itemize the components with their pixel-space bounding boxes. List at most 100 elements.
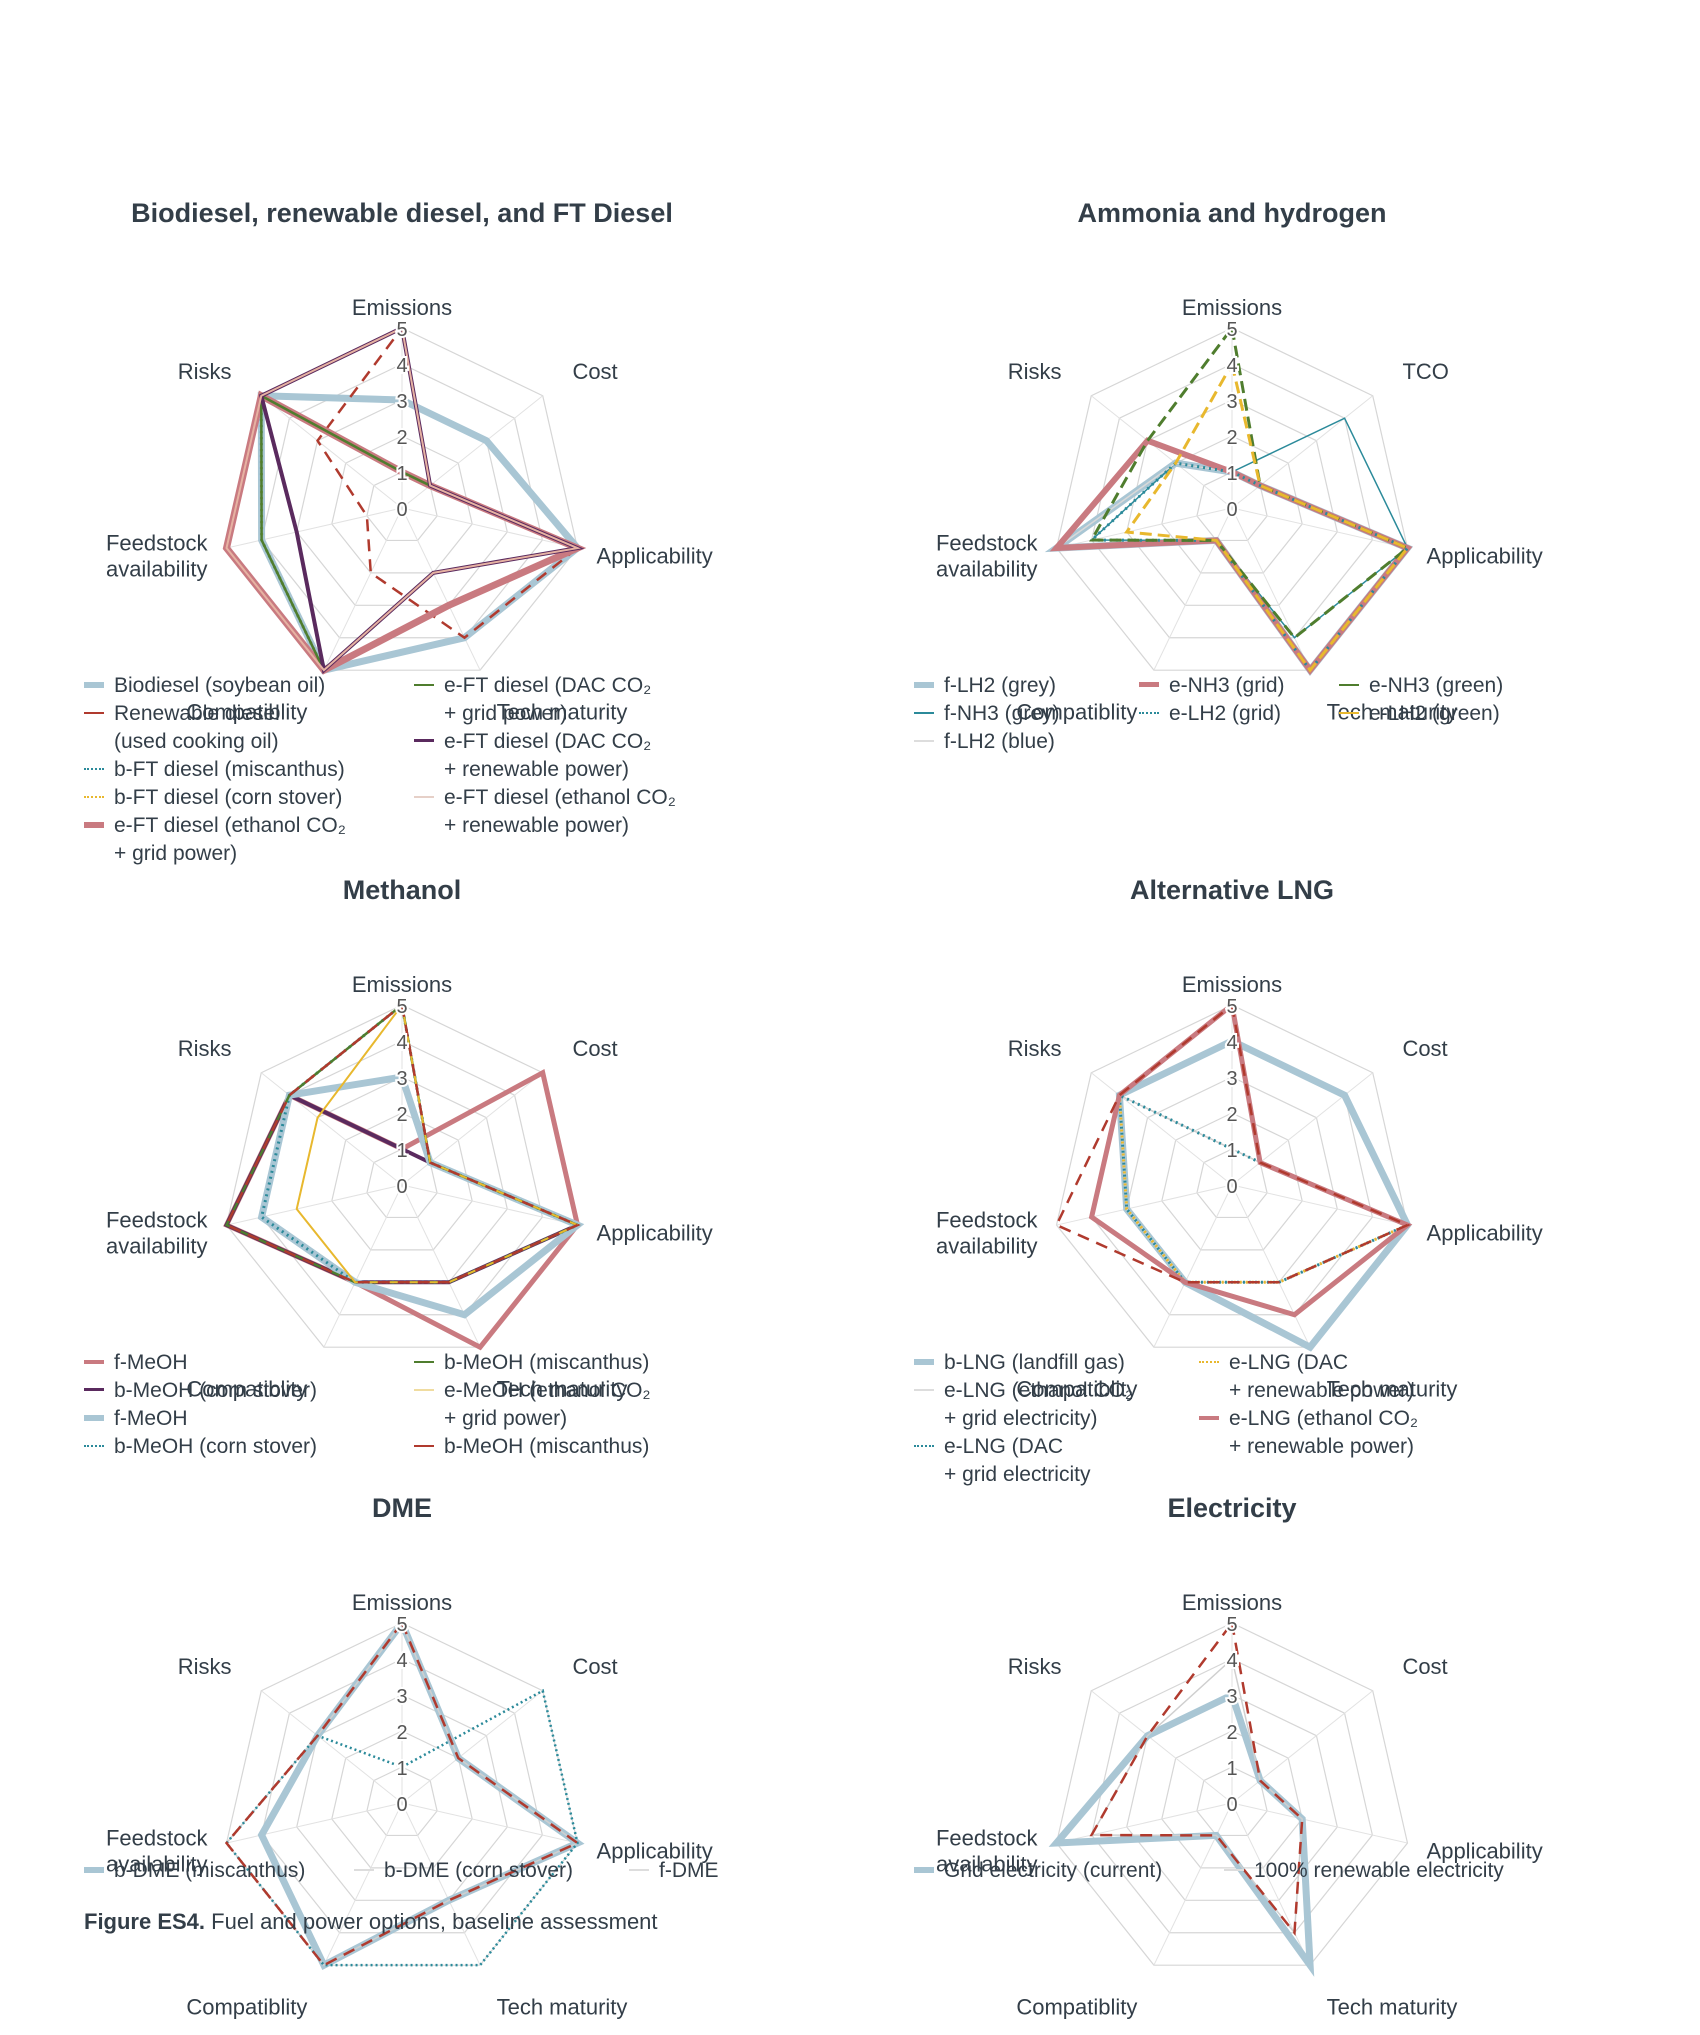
legend-column: Biodiesel (soybean oil) Renewable diesel … — [84, 672, 346, 868]
axis-spoke — [260, 395, 403, 509]
axis-label-compatiblity: Compatiblity — [1016, 1376, 1137, 1401]
legend-swatch — [914, 712, 934, 714]
axis-spoke — [323, 1184, 403, 1348]
legend-swatch — [1199, 1361, 1219, 1363]
legend-label: e-NH3 (grid) — [1169, 674, 1285, 697]
legend-swatch — [914, 740, 934, 742]
figure-caption: Figure ES4. Fuel and power options, base… — [84, 1909, 658, 1935]
series-line-b-meoh-miscanthus — [224, 1002, 581, 1284]
axis-label-applicability: Applicability — [597, 1839, 713, 1864]
legend-column: f-MeOH b-MeOH (corn stover) f-MeOH b-MeOH (… — [84, 1349, 317, 1461]
axis-spoke — [1231, 1184, 1408, 1226]
axis-spoke — [1231, 507, 1311, 671]
legend-label: f-LH2 (grey) — [944, 674, 1057, 697]
legend-item: Grid electricity (current) — [914, 1857, 1162, 1885]
figure-caption-label: Figure ES4. — [84, 1909, 206, 1934]
grid-ring — [1055, 327, 1409, 671]
axis-label-tco: TCO — [1402, 359, 1448, 384]
legend-swatch — [1139, 682, 1159, 687]
legend-item: e-FT diesel (DAC CO₂ + renewable power) — [414, 728, 676, 784]
legend-label: e-LNG (DAC + grid electricity — [944, 1435, 1091, 1486]
tick-label: 5 — [1226, 319, 1237, 341]
tick-label: 5 — [396, 319, 407, 341]
axis-label-risks: Risks — [178, 1654, 232, 1679]
axis-label-feedstock-availability: Feedstock availability — [936, 531, 1038, 582]
legend-label: e-FT diesel (ethanol CO₂ + grid power) — [114, 814, 346, 865]
chart-title: Biodiesel, renewable diesel, and FT Dies… — [131, 198, 673, 228]
chart-legend: f-LH2 (grey) f-NH3 (grey) f-LH2 (blue) e-NH… — [914, 672, 1634, 832]
grid-ring — [1090, 363, 1374, 639]
series-line-e-ft-diesel-ethanol-co2-renewable-power — [225, 326, 582, 672]
legend-item: e-LNG (ethanol CO₂ + grid electricity) — [914, 1377, 1133, 1433]
tick-label: 0 — [1226, 1176, 1237, 1198]
legend-item: f-MeOH — [84, 1349, 317, 1377]
legend-column: f-DME — [629, 1857, 719, 1885]
axis-spoke — [401, 1690, 544, 1804]
legend-label: b-MeOH (miscanthus) — [444, 1351, 650, 1374]
tick-label: 4 — [396, 1032, 407, 1054]
legend-swatch — [84, 1867, 104, 1873]
grid-ring — [1161, 435, 1303, 574]
axis-label-feedstock-availability: Feedstock availability — [936, 1208, 1038, 1259]
tick-label: 2 — [396, 427, 407, 449]
axis-label-compatiblity: Compatiblity — [186, 1376, 307, 1401]
axis-label-tech-maturity: Tech maturity — [497, 1376, 628, 1401]
legend-item: e-MeOH (ethanol CO₂ + grid power) — [414, 1377, 651, 1433]
tick-label: 1 — [396, 1140, 407, 1162]
axis-spoke — [401, 507, 481, 671]
legend-swatch — [914, 1867, 934, 1873]
legend-item: e-NH3 (grid) — [1139, 672, 1285, 700]
legend-item: f-MeOH — [84, 1405, 317, 1433]
axis-label-compatiblity: Compatiblity — [186, 699, 307, 724]
legend-column: b-DME (miscanthus) — [84, 1857, 305, 1885]
grid-ring — [1055, 1622, 1409, 1966]
tick-label: 2 — [1226, 427, 1237, 449]
legend-swatch — [914, 1445, 934, 1447]
grid-ring — [331, 1112, 473, 1251]
legend-swatch — [84, 1360, 104, 1364]
tick-label: 0 — [1226, 1794, 1237, 1816]
legend-item: e-FT diesel (ethanol CO₂ + renewable pow… — [414, 784, 676, 840]
legend-column: e-NH3 (green) e-LH2 (green) — [1339, 672, 1503, 728]
legend-item: Renewable diesel (used cooking oil) — [84, 700, 346, 756]
legend-item: f-DME — [629, 1857, 719, 1885]
tick-label: 3 — [1226, 391, 1237, 413]
axis-spoke — [323, 1802, 403, 1966]
axis-spoke — [1056, 1184, 1233, 1226]
series-line-b-lng-landfill-gas — [1115, 1037, 1412, 1352]
legend-label: b-FT diesel (miscanthus) — [114, 758, 345, 781]
legend-label: e-FT diesel (DAC CO₂ + renewable power) — [444, 730, 652, 781]
legend-label: f-LH2 (blue) — [944, 730, 1055, 753]
legend-swatch — [84, 1445, 104, 1447]
series-line-overlay-3 — [224, 1620, 580, 1967]
axis-spoke — [226, 1802, 403, 1844]
legend-item: b-MeOH (miscanthus) — [414, 1433, 651, 1461]
chart-legend: Biodiesel (soybean oil) Renewable diesel … — [84, 672, 804, 865]
legend-label: Grid electricity (current) — [944, 1859, 1163, 1882]
tick-label: 2 — [1226, 1722, 1237, 1744]
chart-title: Alternative LNG — [1129, 875, 1335, 905]
axis-spoke — [1231, 395, 1374, 509]
axis-spoke — [226, 507, 403, 549]
axis-spoke — [1153, 1184, 1233, 1348]
legend-item: f-NH3 (grey) — [914, 700, 1060, 728]
tick-label: 4 — [1226, 1032, 1237, 1054]
chart-legend: b-LNG (landfill gas) e-LNG (ethanol CO₂ +… — [914, 1349, 1634, 1509]
axis-label-cost: Cost — [572, 1654, 617, 1679]
grid-ring — [296, 399, 508, 606]
legend-swatch — [1139, 712, 1159, 714]
axis-label-feedstock-availability: Feedstock availability — [106, 531, 208, 582]
legend-label: Biodiesel (soybean oil) — [114, 674, 326, 697]
grid-ring — [1055, 1004, 1409, 1348]
legend-item: b-DME (corn stover) — [354, 1857, 573, 1885]
legend-swatch — [84, 682, 104, 688]
grid-ring — [1196, 1148, 1268, 1219]
tick-label: 5 — [396, 1614, 407, 1636]
legend-swatch — [84, 712, 104, 714]
chart-title: DME — [372, 1493, 432, 1523]
legend-item: b-FT diesel (corn stover) — [84, 784, 346, 812]
legend-item: 100% renewable electricity — [1224, 1857, 1504, 1885]
tick-label: 1 — [1226, 1140, 1237, 1162]
